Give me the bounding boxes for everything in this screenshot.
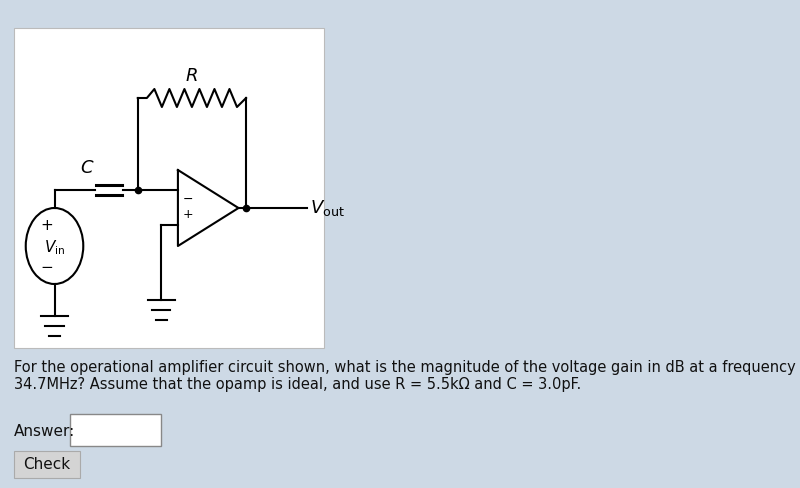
Text: C: C xyxy=(80,159,93,177)
Text: R: R xyxy=(186,67,198,85)
FancyBboxPatch shape xyxy=(70,414,162,446)
Text: −: − xyxy=(182,192,193,205)
Text: $V_{\rm in}$: $V_{\rm in}$ xyxy=(44,239,65,257)
Text: Check: Check xyxy=(23,457,70,472)
Text: +: + xyxy=(41,218,54,232)
Text: For the operational amplifier circuit shown, what is the magnitude of the voltag: For the operational amplifier circuit sh… xyxy=(14,360,800,392)
FancyBboxPatch shape xyxy=(14,451,80,478)
Text: +: + xyxy=(182,208,193,221)
Text: −: − xyxy=(41,261,54,276)
Text: $V_{\rm out}$: $V_{\rm out}$ xyxy=(310,198,345,218)
FancyBboxPatch shape xyxy=(14,28,324,348)
Text: Answer:: Answer: xyxy=(14,424,75,439)
